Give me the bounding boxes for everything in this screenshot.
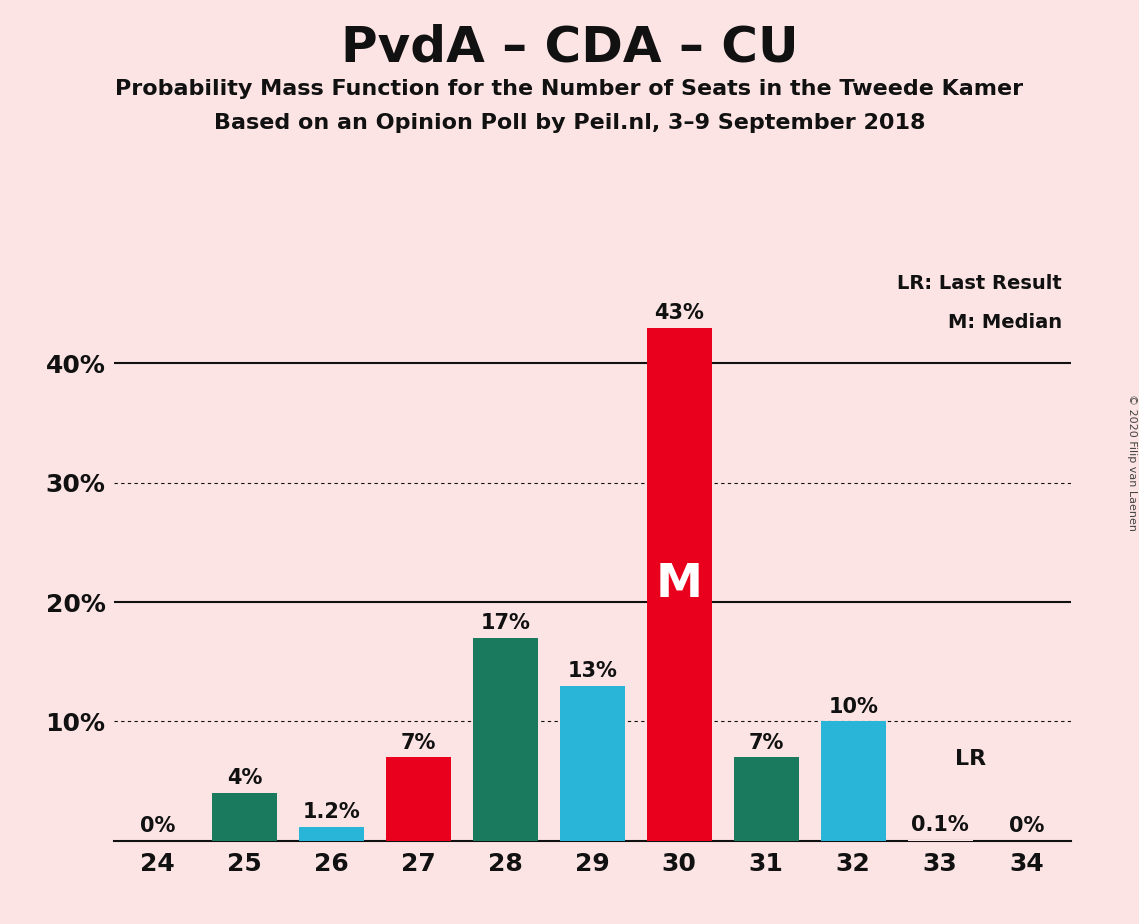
Bar: [473, 638, 538, 841]
Text: © 2020 Filip van Laenen: © 2020 Filip van Laenen: [1126, 394, 1137, 530]
Text: 1.2%: 1.2%: [303, 802, 360, 821]
Text: PvdA – CDA – CU: PvdA – CDA – CU: [341, 23, 798, 71]
Text: LR: LR: [956, 749, 986, 769]
Bar: [212, 793, 277, 841]
Text: 7%: 7%: [401, 733, 436, 752]
Bar: [298, 826, 364, 841]
Text: Probability Mass Function for the Number of Seats in the Tweede Kamer: Probability Mass Function for the Number…: [115, 79, 1024, 99]
Text: M: M: [656, 562, 703, 607]
Text: 17%: 17%: [481, 614, 531, 633]
Bar: [820, 722, 886, 841]
Bar: [386, 758, 451, 841]
Text: 0%: 0%: [140, 816, 175, 836]
Text: 43%: 43%: [654, 303, 704, 322]
Text: 13%: 13%: [567, 661, 617, 681]
Text: 10%: 10%: [828, 697, 878, 717]
Text: 7%: 7%: [748, 733, 784, 752]
Text: M: Median: M: Median: [948, 313, 1062, 333]
Text: LR: Last Result: LR: Last Result: [898, 274, 1062, 293]
Bar: [647, 328, 712, 841]
Bar: [734, 758, 798, 841]
Text: 0.1%: 0.1%: [911, 815, 969, 835]
Text: 4%: 4%: [227, 769, 262, 788]
Text: 0%: 0%: [1009, 816, 1044, 836]
Bar: [559, 686, 625, 841]
Text: Based on an Opinion Poll by Peil.nl, 3–9 September 2018: Based on an Opinion Poll by Peil.nl, 3–9…: [214, 113, 925, 133]
Bar: [908, 840, 973, 841]
